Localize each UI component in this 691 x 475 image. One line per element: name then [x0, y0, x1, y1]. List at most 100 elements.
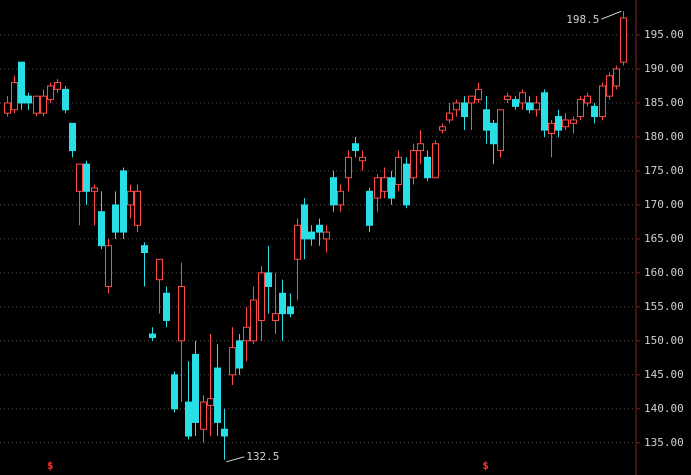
candle-body [570, 119, 577, 124]
candle-body [417, 143, 424, 152]
candle-body [439, 126, 446, 131]
y-tick-label: 170.00 [644, 198, 684, 211]
candle-body [25, 95, 32, 104]
candle-body [112, 204, 119, 233]
y-tick-label: 155.00 [644, 300, 684, 313]
candle-body [192, 353, 199, 423]
arrow [601, 10, 622, 20]
candle-body [403, 163, 410, 206]
candle-body [395, 156, 402, 186]
candle-body [483, 109, 490, 131]
candle-body [316, 224, 323, 233]
low-label: 132.5 [246, 450, 279, 463]
candle-body [512, 99, 519, 107]
candle-body [308, 231, 315, 240]
candle-body [18, 61, 25, 104]
candle-body [533, 102, 540, 111]
candle-body [40, 95, 47, 114]
candle-body [163, 292, 170, 321]
candle-body [381, 177, 388, 192]
candle-body [229, 347, 236, 376]
y-tick-label: 175.00 [644, 164, 684, 177]
candle-body [54, 82, 61, 90]
candle-body [562, 119, 569, 128]
candle-body [410, 150, 417, 179]
arrow [226, 456, 245, 463]
candle-body [91, 187, 98, 192]
y-tick-label: 190.00 [644, 62, 684, 75]
candle-body [214, 367, 221, 423]
y-tick-label: 145.00 [644, 368, 684, 381]
candle-body [279, 292, 286, 315]
candle-body [497, 109, 504, 152]
candle-body [548, 122, 555, 135]
candle-body [599, 85, 606, 118]
candle-body [555, 116, 562, 131]
candle-body [207, 398, 214, 406]
candle-body [134, 190, 141, 226]
candle-body [11, 82, 18, 111]
candle-body [83, 163, 90, 192]
candle-body [337, 190, 344, 206]
event-marker: $ [47, 459, 54, 472]
candle-body [265, 272, 272, 287]
candle-body [388, 177, 395, 199]
candle-body [366, 190, 373, 226]
candle-body [323, 231, 330, 240]
candle-body [577, 99, 584, 118]
candle-body [178, 285, 185, 342]
y-tick-label: 160.00 [644, 266, 684, 279]
candle-body [127, 190, 134, 206]
y-tick-label: 150.00 [644, 334, 684, 347]
y-tick-label: 140.00 [644, 402, 684, 415]
candle-body [519, 92, 526, 104]
y-tick-label: 195.00 [644, 28, 684, 41]
candle-body [272, 313, 279, 321]
candle-body [352, 143, 359, 152]
candle-body [490, 122, 497, 145]
candle-body [453, 102, 460, 111]
event-marker: $ [482, 459, 489, 472]
candle-body [374, 177, 381, 199]
candle-body [526, 102, 533, 111]
candle-body [98, 211, 105, 247]
candle-body [200, 401, 207, 430]
candle-body [47, 85, 54, 101]
candle-body [330, 177, 337, 206]
y-tick-label: 185.00 [644, 96, 684, 109]
y-tick-label: 135.00 [644, 436, 684, 449]
candle-body [4, 102, 11, 114]
candle-body [185, 401, 192, 437]
candle-body [258, 272, 265, 321]
candle-body [584, 95, 591, 104]
high-label: 198.5 [566, 13, 599, 26]
candle-body [606, 75, 613, 97]
candle-body [62, 88, 69, 111]
y-tick-label: 180.00 [644, 130, 684, 143]
candle-body [446, 112, 453, 121]
candle-body [541, 92, 548, 131]
candle-body [345, 156, 352, 179]
candle-body [620, 17, 627, 63]
candle-body [475, 88, 482, 101]
candle-body [424, 156, 431, 179]
candle-body [141, 245, 148, 253]
candle-body [461, 102, 468, 118]
candle-body [287, 306, 294, 315]
candle-body [591, 105, 598, 118]
candle-body [105, 245, 112, 287]
y-tick-label: 165.00 [644, 232, 684, 245]
candle-body [156, 258, 163, 281]
candle-body [301, 204, 308, 240]
candle-body [504, 95, 511, 101]
candle-body [33, 95, 40, 114]
candle-body [120, 170, 127, 233]
candle-body [76, 163, 83, 192]
candle-body [432, 143, 439, 179]
candle-body [236, 340, 243, 369]
candle-body [69, 122, 76, 152]
candle-body [468, 95, 475, 104]
candle-body [294, 224, 301, 260]
